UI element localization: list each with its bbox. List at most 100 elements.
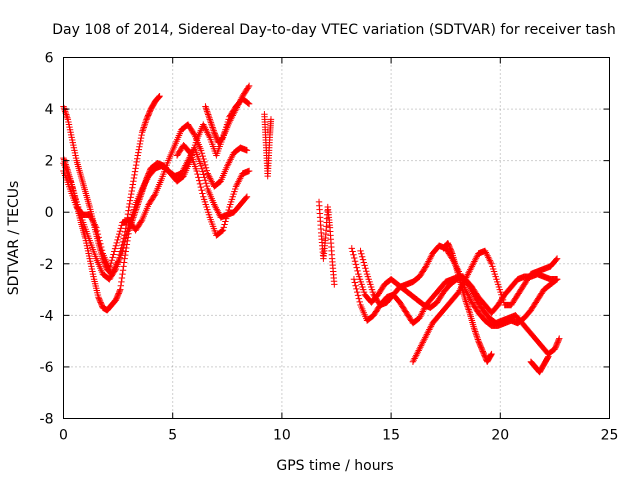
data-point-marker (472, 329, 479, 337)
data-point-marker (486, 257, 494, 264)
data-point-marker (245, 167, 253, 175)
data-point-marker (245, 100, 253, 108)
data-point-marker (130, 174, 138, 182)
x-tick-label: 10 (273, 428, 291, 444)
data-point-marker (242, 194, 250, 201)
data-point-marker (131, 171, 138, 179)
data-point-marker (236, 99, 243, 106)
data-point-marker (227, 117, 234, 124)
data-point-marker (465, 306, 472, 313)
data-point-marker (87, 213, 94, 220)
data-point-marker (120, 241, 128, 248)
y-axis-label: SDTVAR / TECUs (6, 181, 22, 296)
data-point-marker (215, 209, 222, 216)
data-point-marker (89, 218, 97, 225)
data-point-marker (199, 168, 206, 175)
data-point-marker (115, 230, 123, 238)
data-point-marker (68, 181, 75, 188)
series-track-e (173, 141, 253, 239)
data-point-marker (139, 184, 147, 191)
data-point-marker (211, 202, 219, 210)
data-point-marker (125, 207, 132, 214)
data-point-marker (141, 122, 148, 130)
data-point-marker (487, 258, 494, 266)
data-point-marker (422, 263, 430, 270)
data-point-marker (90, 219, 98, 227)
series-track-h (315, 198, 338, 288)
data-point-marker (544, 354, 552, 361)
data-point-marker (470, 325, 478, 332)
data-point-marker (93, 224, 100, 231)
data-point-marker (142, 179, 149, 186)
data-point-marker (237, 96, 245, 103)
data-point-marker (115, 233, 122, 241)
data-point-marker (206, 173, 213, 180)
data-point-marker (113, 239, 120, 247)
data-point-marker (245, 83, 252, 91)
data-point-marker (64, 114, 71, 121)
data-point-marker (417, 313, 424, 320)
data-point-marker (236, 175, 244, 182)
data-point-marker (201, 124, 209, 131)
data-point-marker (96, 237, 103, 244)
data-point-marker (228, 154, 235, 161)
data-point-marker (553, 276, 561, 283)
data-point-marker (471, 328, 479, 335)
data-point-marker (485, 255, 493, 263)
data-point-marker (481, 247, 489, 255)
data-point-marker (219, 227, 227, 234)
data-point-marker (63, 112, 70, 120)
series-track-d (60, 144, 251, 283)
data-point-marker (117, 282, 125, 289)
data-point-marker (124, 228, 131, 235)
data-point-marker (472, 255, 480, 262)
data-point-marker (135, 149, 142, 156)
data-point-marker (71, 192, 79, 200)
data-point-marker (200, 122, 208, 130)
data-point-marker (416, 314, 423, 322)
data-point-marker (471, 258, 478, 265)
data-point-marker (133, 158, 140, 166)
data-point-marker (348, 245, 355, 252)
data-point-marker (111, 248, 118, 255)
data-point-marker (267, 116, 275, 123)
grid-lines (63, 57, 610, 419)
data-point-marker (464, 303, 471, 310)
data-point-marker (419, 339, 426, 346)
data-point-marker (132, 165, 139, 172)
data-point-marker (417, 311, 425, 318)
data-point-marker (349, 248, 356, 255)
data-point-marker (224, 162, 231, 169)
data-point-marker (118, 222, 125, 229)
data-point-marker (202, 103, 209, 110)
data-point-marker (235, 178, 242, 185)
data-point-marker (214, 207, 221, 215)
data-point-marker (417, 344, 424, 351)
data-point-marker (63, 111, 70, 118)
data-point-marker (195, 177, 203, 184)
data-point-marker (210, 201, 218, 208)
data-point-marker (464, 271, 472, 278)
data-point-marker (210, 127, 217, 134)
data-point-marker (204, 131, 212, 138)
data-point-marker (225, 206, 232, 214)
data-point-marker (229, 152, 236, 160)
data-point-marker (118, 278, 125, 286)
data-point-marker (121, 238, 129, 245)
data-point-marker (218, 227, 226, 235)
series-track-m (440, 239, 495, 365)
data-point-marker (117, 286, 124, 293)
data-point-marker (186, 148, 193, 156)
data-point-marker (421, 336, 428, 343)
data-point-marker (352, 261, 360, 268)
data-point-marker (213, 206, 220, 213)
x-tick-label: 25 (601, 428, 619, 444)
data-point-marker (123, 231, 130, 238)
data-point-marker (112, 242, 120, 249)
data-point-marker (98, 247, 106, 254)
data-point-marker (207, 176, 215, 184)
data-point-marker (351, 258, 359, 265)
data-point-marker (421, 305, 428, 312)
data-point-marker (60, 156, 68, 163)
